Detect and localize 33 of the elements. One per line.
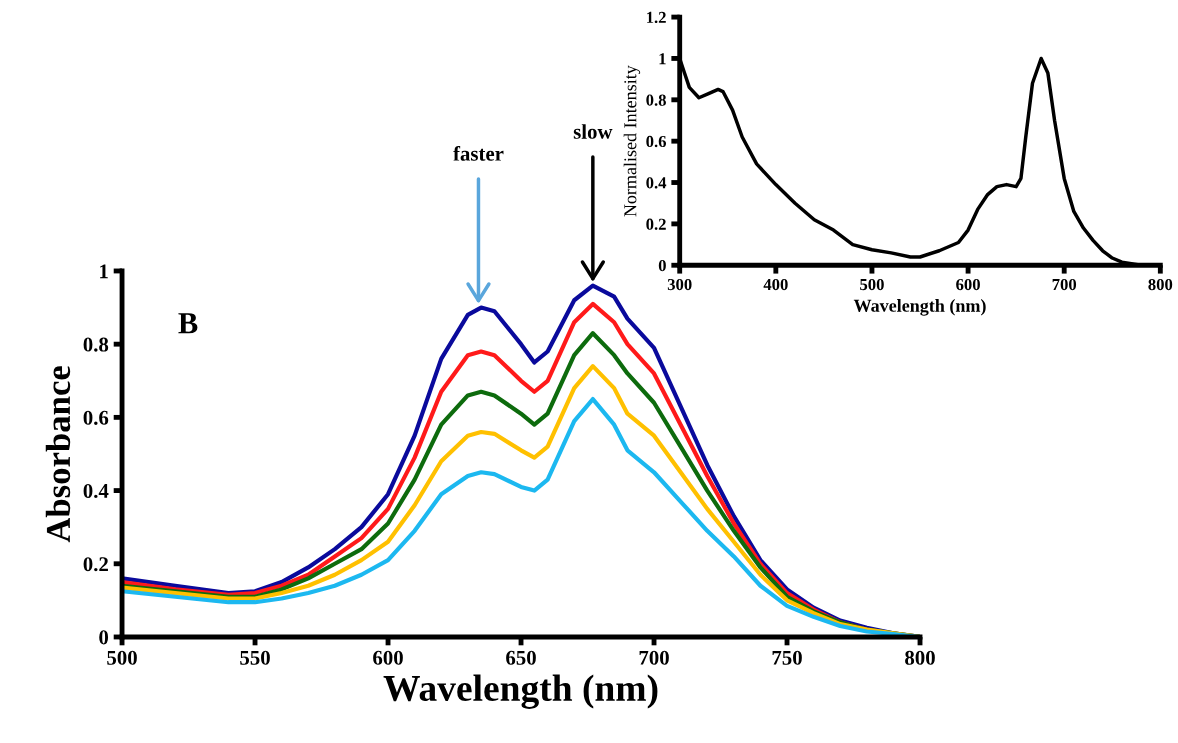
x-axis-title: Wavelength (nm) [853,299,986,316]
y-tick-label: 0.8 [646,94,666,106]
x-tick-label: 650 [506,650,536,665]
x-tick-label: 500 [860,278,884,291]
y-tick-label: 0 [99,630,109,645]
x-tick-label: 400 [763,278,788,291]
y-tick-label: 0.2 [83,557,108,572]
x-tick-label: 600 [373,650,403,665]
y-tick-label: 1.2 [647,11,666,24]
annotation: B [178,313,198,334]
x-tick-label: 700 [1052,278,1077,291]
y-tick-label: 0.2 [646,218,666,230]
y-axis-title: Absorbance [45,366,71,543]
y-tick-label: 1 [659,53,666,65]
x-tick-label: 800 [905,650,935,665]
x-tick-label: 300 [667,278,692,291]
y-tick-label: 0.4 [646,177,667,189]
y-tick-label: 0 [658,259,666,272]
y-tick-label: 1 [100,264,108,279]
y-tick-label: 0.8 [83,337,109,352]
x-tick-label: 600 [956,278,980,291]
x-tick-label: 500 [107,650,137,665]
x-tick-label: 750 [772,650,802,665]
y-tick-label: 0.6 [83,410,109,425]
annotation: slow [573,124,613,139]
y-tick-label: 0.4 [83,483,109,499]
x-tick-label: 700 [639,650,669,665]
annotation: faster [453,145,504,161]
y-tick-label: 0.6 [646,135,667,148]
x-axis-title: Wavelength (nm) [383,674,658,709]
y-axis-title: Normalised Intensity [623,65,641,217]
x-tick-label: 550 [240,650,270,665]
x-tick-label: 800 [1148,278,1173,291]
